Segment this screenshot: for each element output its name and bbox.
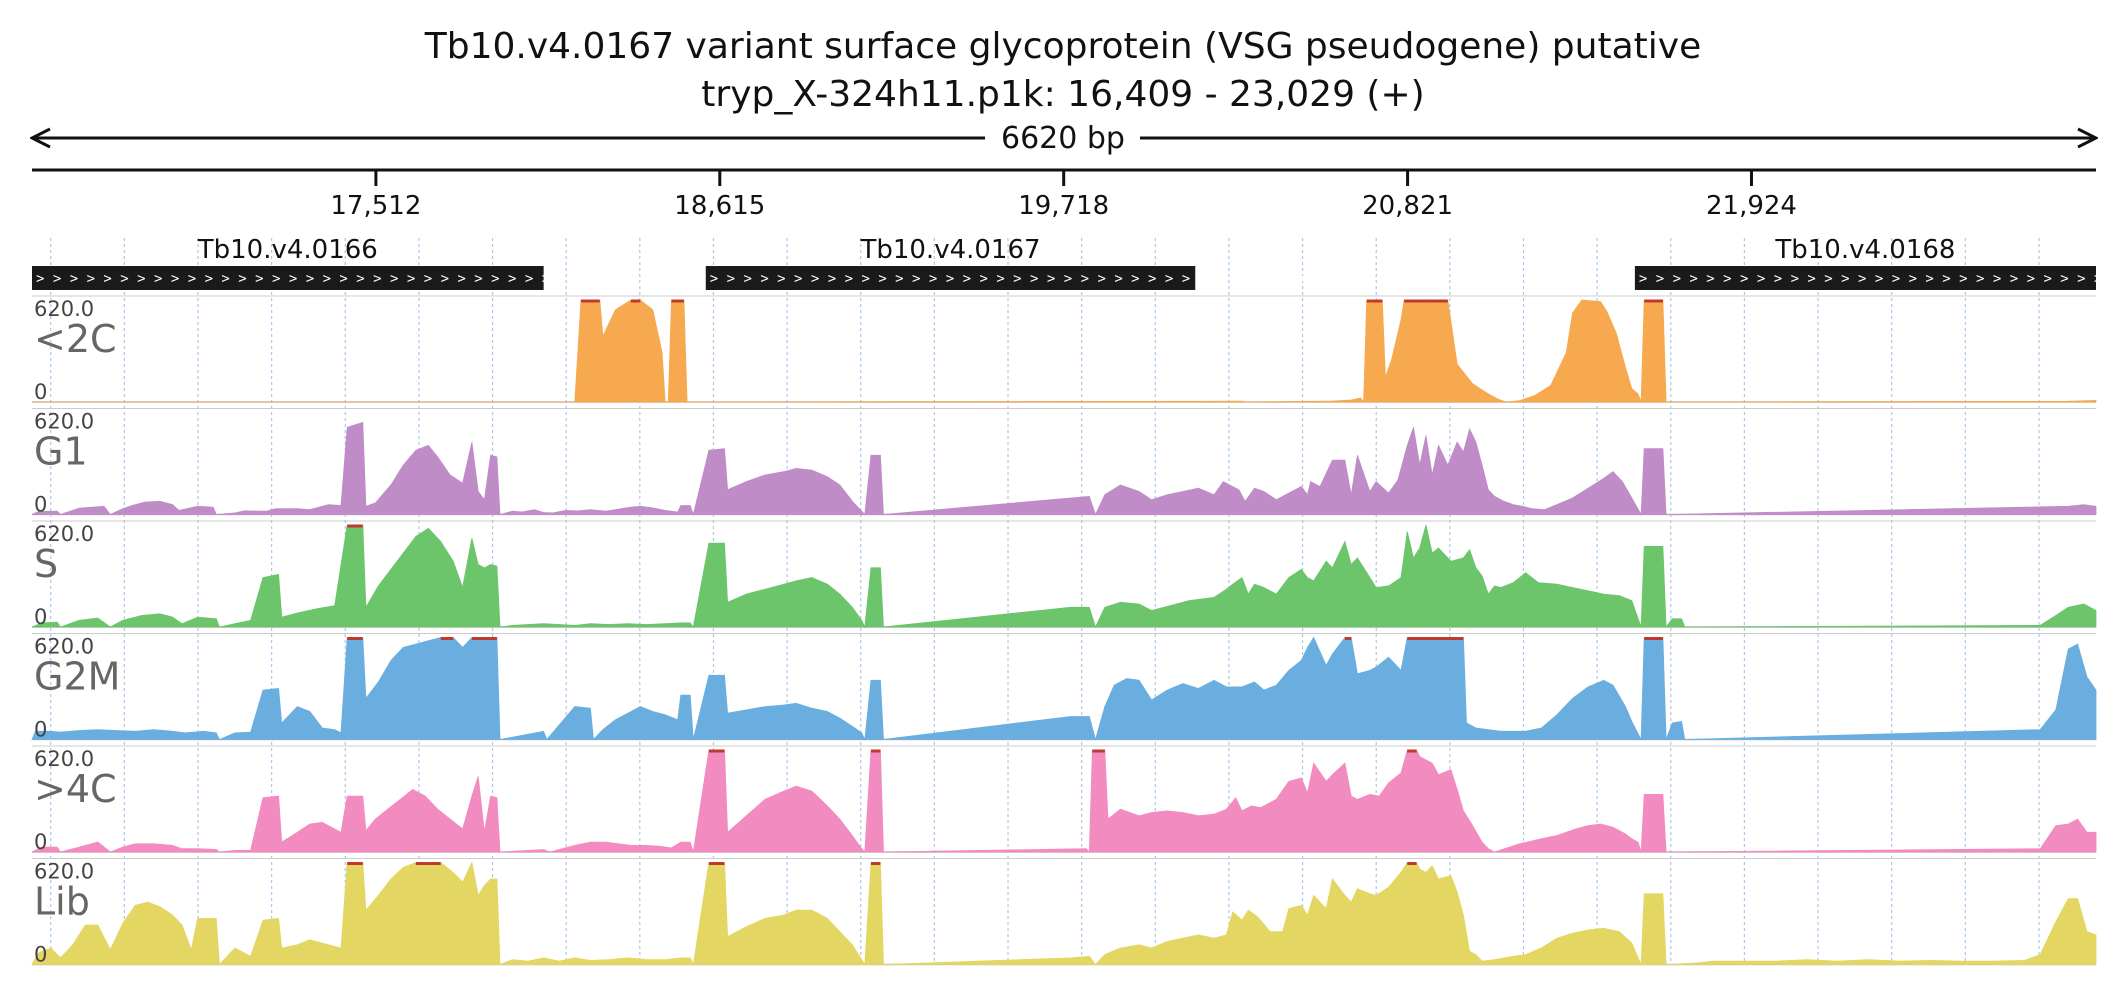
coverage-area: [31, 421, 2097, 516]
axis-tick-label: 18,615: [674, 191, 765, 221]
strand-arrows: > > > > > > > > > > > > > > > > > > > > …: [1639, 271, 2126, 287]
coverage-track: 620.0 0 Lib: [31, 858, 2097, 967]
track-max-label: 620.0: [34, 860, 94, 884]
gene-feature: [32, 266, 544, 290]
track-max-label: 620.0: [34, 297, 94, 321]
track-zero-label: 0: [34, 718, 47, 742]
coverage-track: 620.0 0 G1: [31, 408, 2097, 517]
track-zero-label: 0: [34, 493, 47, 517]
coverage-area: [31, 524, 2097, 629]
genomic-location: tryp_X-324h11.p1k: 16,409 - 23,029 (+): [701, 74, 1424, 115]
coverage-area: [32, 299, 2097, 404]
gene-label: Tb10.v4.0168: [1774, 235, 1955, 265]
region-length-ruler: 6620 bp: [32, 121, 2096, 156]
track-name: G1: [34, 430, 88, 474]
region-length-label: 6620 bp: [1001, 121, 1125, 156]
gene-track: Tb10.v4.0166 > > > > > > > > > > > > > > …: [32, 235, 2126, 290]
track-name: S: [34, 542, 58, 586]
coordinate-axis-ticks: 17,512 18,615 19,718 20,821 21,924: [330, 170, 1797, 221]
track-max-label: 620.0: [34, 522, 94, 546]
coverage-area: [31, 749, 2097, 853]
coverage-tracks: 620.00<2C620.00G1620.00S620.00G2M620.00>…: [31, 295, 2097, 967]
gene-label: Tb10.v4.0167: [859, 235, 1040, 265]
coverage-track: 620.0 0 G2M: [31, 633, 2097, 742]
track-zero-label: 0: [34, 830, 47, 854]
gene-label: Tb10.v4.0166: [197, 235, 378, 265]
axis-tick-label: 17,512: [330, 191, 421, 221]
track-zero-label: 0: [34, 380, 47, 404]
track-name: G2M: [34, 655, 120, 699]
axis-tick-label: 19,718: [1018, 191, 1109, 221]
gridlines: [50, 238, 2040, 965]
coverage-area: [31, 861, 2097, 966]
track-max-label: 620.0: [34, 410, 94, 434]
axis-tick-label: 21,924: [1706, 191, 1797, 221]
track-max-label: 620.0: [34, 747, 94, 771]
strand-arrows: > > > > > > > > > > > > > > > > > > > > …: [36, 271, 702, 287]
track-name: Lib: [34, 880, 90, 924]
coverage-track: 620.0 0 <2C: [32, 295, 2097, 404]
track-name: >4C: [34, 767, 117, 811]
track-zero-label: 0: [34, 605, 47, 629]
coverage-track: 620.0 0 S: [31, 520, 2097, 629]
track-name: <2C: [34, 317, 117, 361]
track-zero-label: 0: [34, 943, 47, 967]
gene-feature: [705, 266, 1196, 290]
track-max-label: 620.0: [34, 635, 94, 659]
axis-tick-label: 20,821: [1362, 191, 1453, 221]
coverage-area: [31, 636, 2097, 742]
chart-title: Tb10.v4.0167 variant surface glycoprotei…: [424, 26, 1701, 67]
gene-feature: [1634, 266, 2096, 290]
strand-arrows: > > > > > > > > > > > > > > > > > > > > …: [710, 271, 1342, 287]
coverage-track: 620.0 0 >4C: [31, 745, 2097, 854]
